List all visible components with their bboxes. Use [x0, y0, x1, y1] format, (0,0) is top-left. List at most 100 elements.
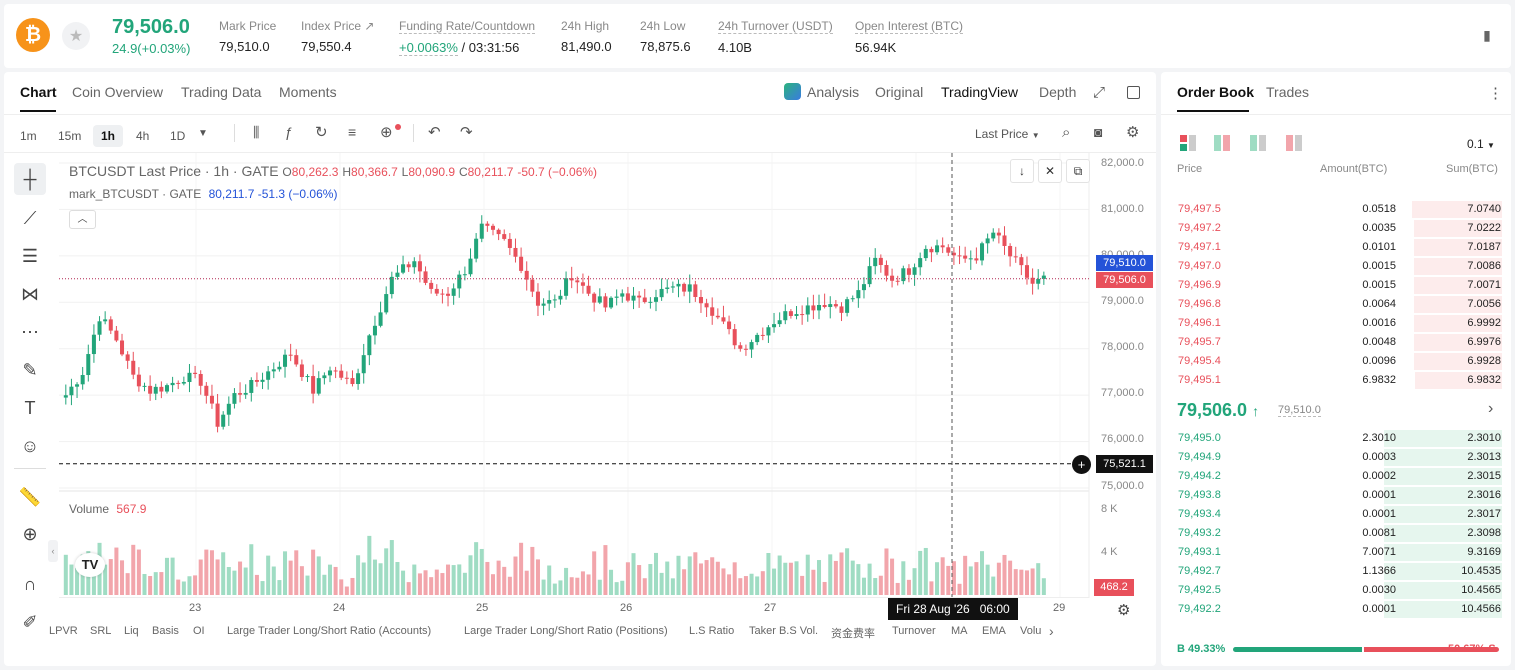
mid-price[interactable]: 79,506.0 ↑	[1177, 400, 1259, 421]
indicator-volume[interactable]: Volu	[1020, 625, 1042, 637]
bid-row[interactable]: 79,494.9 0.0003 2.3013	[1177, 448, 1502, 467]
indicator-ls-positions[interactable]: Large Trader Long/Short Ratio (Positions…	[464, 625, 668, 637]
horizontal-lines-tool-icon[interactable]: ☰	[21, 245, 39, 266]
close-icon[interactable]: ✕	[1038, 159, 1062, 183]
fib-tool-icon[interactable]: ⋯	[21, 321, 39, 342]
indicator-ls-ratio[interactable]: L.S Ratio	[689, 625, 735, 637]
indicator-ema[interactable]: EMA	[982, 625, 1006, 637]
bid-row[interactable]: 79,492.5 0.0030 10.4565	[1177, 581, 1502, 600]
view-bids-icon[interactable]	[1250, 135, 1266, 151]
indicator-basis[interactable]: Basis	[152, 625, 179, 637]
indicator-taker-vol[interactable]: Taker B.S Vol.	[749, 625, 819, 637]
volume-bar	[569, 577, 574, 595]
window-icon[interactable]	[1127, 86, 1140, 99]
template-icon[interactable]: ≡	[348, 124, 357, 140]
tab-coin-overview[interactable]: Coin Overview	[72, 84, 164, 100]
bid-row[interactable]: 79,492.2 0.0001 10.4566	[1177, 600, 1502, 619]
ask-row[interactable]: 79,497.1 0.0101 7.0187	[1177, 238, 1502, 257]
view-asks-icon[interactable]	[1286, 135, 1302, 151]
pattern-tool-icon[interactable]: ⋈	[21, 283, 39, 304]
ask-row[interactable]: 79,497.2 0.0035 7.0222	[1177, 219, 1502, 238]
redo-icon[interactable]: ↷	[460, 124, 473, 141]
scroll-down-icon[interactable]: ↓	[1010, 159, 1034, 183]
bid-row[interactable]: 79,495.0 2.3010 2.3010	[1177, 429, 1502, 448]
buy-ratio-bar	[1233, 647, 1363, 652]
bid-row[interactable]: 79,493.2 0.0081 2.3098	[1177, 524, 1502, 543]
indicator-liq[interactable]: Liq	[124, 625, 139, 637]
tab-analysis[interactable]: Analysis	[807, 84, 860, 100]
ask-row[interactable]: 79,496.1 0.0016 6.9992	[1177, 314, 1502, 333]
maximize-pane-icon[interactable]: ⧉	[1066, 159, 1090, 183]
book-icon[interactable]: ▮	[1483, 26, 1491, 43]
chevron-right-icon[interactable]: ›	[1488, 400, 1494, 417]
tab-order-book[interactable]: Order Book	[1177, 84, 1255, 100]
ask-row[interactable]: 79,497.5 0.0518 7.0740	[1177, 200, 1502, 219]
ask-row[interactable]: 79,496.9 0.0015 7.0071	[1177, 276, 1502, 295]
chart-settings-icon[interactable]: ⚙	[1117, 602, 1131, 619]
alert-plus-icon[interactable]: ⊕	[380, 124, 393, 141]
timeframe-4h[interactable]: 4h	[136, 129, 150, 143]
timeframe-1h[interactable]: 1h	[93, 125, 124, 147]
emoji-tool-icon[interactable]: ☺	[20, 435, 40, 456]
volume-value: 567.9	[116, 502, 147, 516]
expand-icon[interactable]: ⤢	[1093, 84, 1106, 101]
ask-row[interactable]: 79,495.1 6.9832 6.9832	[1177, 371, 1502, 390]
tab-trading-data[interactable]: Trading Data	[181, 84, 262, 100]
ruler-tool-icon[interactable]: 📏	[18, 486, 42, 507]
bid-row[interactable]: 79,493.8 0.0001 2.3016	[1177, 486, 1502, 505]
camera-icon[interactable]: ◙	[1094, 124, 1103, 140]
text-tool-icon[interactable]: T	[24, 397, 36, 418]
ask-row[interactable]: 79,495.4 0.0096 6.9928	[1177, 352, 1502, 371]
chevron-right-icon[interactable]: ›	[1049, 623, 1054, 639]
search-icon[interactable]: ⌕	[1062, 124, 1071, 141]
view-mixed-icon[interactable]	[1214, 135, 1230, 151]
chart-canvas[interactable]	[59, 153, 1153, 623]
bid-row[interactable]: 79,492.7 1.1366 10.4535	[1177, 562, 1502, 581]
indicator-lpvr[interactable]: LPVR	[49, 625, 78, 637]
gear-icon[interactable]: ⚙	[1126, 124, 1140, 141]
collapse-toolbar-icon[interactable]: ‹	[48, 540, 58, 562]
ask-row[interactable]: 79,497.0 0.0015 7.0086	[1177, 257, 1502, 276]
indicator-ls-accounts[interactable]: Large Trader Long/Short Ratio (Accounts)	[227, 625, 432, 637]
last-price: 79,506.0	[112, 16, 190, 38]
tab-depth[interactable]: Depth	[1039, 84, 1077, 100]
view-both-icon[interactable]	[1180, 135, 1196, 151]
timeframe-1m[interactable]: 1m	[20, 129, 37, 143]
price-type-select[interactable]: Last Price ▼	[975, 127, 1040, 141]
ask-row[interactable]: 79,496.8 0.0064 7.0056	[1177, 295, 1502, 314]
favorite-star-icon[interactable]: ★	[62, 22, 90, 50]
timeframe-15m[interactable]: 15m	[58, 129, 82, 143]
undo-icon[interactable]: ↶	[428, 124, 441, 141]
add-alert-icon[interactable]: +	[1072, 455, 1091, 474]
ask-row[interactable]: 79,495.7 0.0048 6.9976	[1177, 333, 1502, 352]
volume-bar	[653, 552, 659, 595]
replay-icon[interactable]: ↻	[315, 124, 328, 141]
magnet-tool-icon[interactable]: ∩	[23, 573, 37, 594]
timeframe-1d[interactable]: 1D	[170, 129, 186, 143]
tab-original[interactable]: Original	[875, 84, 924, 100]
indicator-turnover[interactable]: Turnover	[892, 625, 936, 637]
trend-line-tool-icon[interactable]: ⟋	[23, 207, 37, 228]
timeframe-dropdown-icon[interactable]: ▼	[198, 128, 208, 139]
tab-tradingview[interactable]: TradingView	[941, 84, 1019, 100]
indicator-funding-rate[interactable]: 资金费率	[831, 628, 875, 640]
tab-moments[interactable]: Moments	[279, 84, 337, 100]
tab-trades[interactable]: Trades	[1266, 84, 1310, 100]
bid-row[interactable]: 79,493.1 7.0071 9.3169	[1177, 543, 1502, 562]
candle-type-icon[interactable]: ⫼	[253, 124, 260, 140]
indicators-icon[interactable]: ƒ	[285, 124, 293, 140]
precision-select[interactable]: 0.1 ▼	[1467, 137, 1495, 151]
more-icon[interactable]: ⋮	[1488, 85, 1503, 102]
bid-row[interactable]: 79,493.4 0.0001 2.3017	[1177, 505, 1502, 524]
indicator-oi[interactable]: OI	[193, 625, 205, 637]
collapse-legend-icon[interactable]: ︿	[69, 210, 96, 229]
bid-row[interactable]: 79,494.2 0.0002 2.3015	[1177, 467, 1502, 486]
zoom-in-tool-icon[interactable]: ⊕	[22, 523, 38, 544]
indicator-ma[interactable]: MA	[951, 625, 968, 637]
tab-chart[interactable]: Chart	[20, 84, 57, 100]
crosshair-tool-icon[interactable]: ┼	[14, 163, 46, 195]
draw-mode-tool-icon[interactable]: ✐	[22, 611, 38, 632]
brush-tool-icon[interactable]: ✎	[22, 359, 38, 380]
indicator-srl[interactable]: SRL	[90, 625, 112, 637]
stat-index-price[interactable]: Index Price ↗ 79,550.4	[301, 19, 374, 54]
